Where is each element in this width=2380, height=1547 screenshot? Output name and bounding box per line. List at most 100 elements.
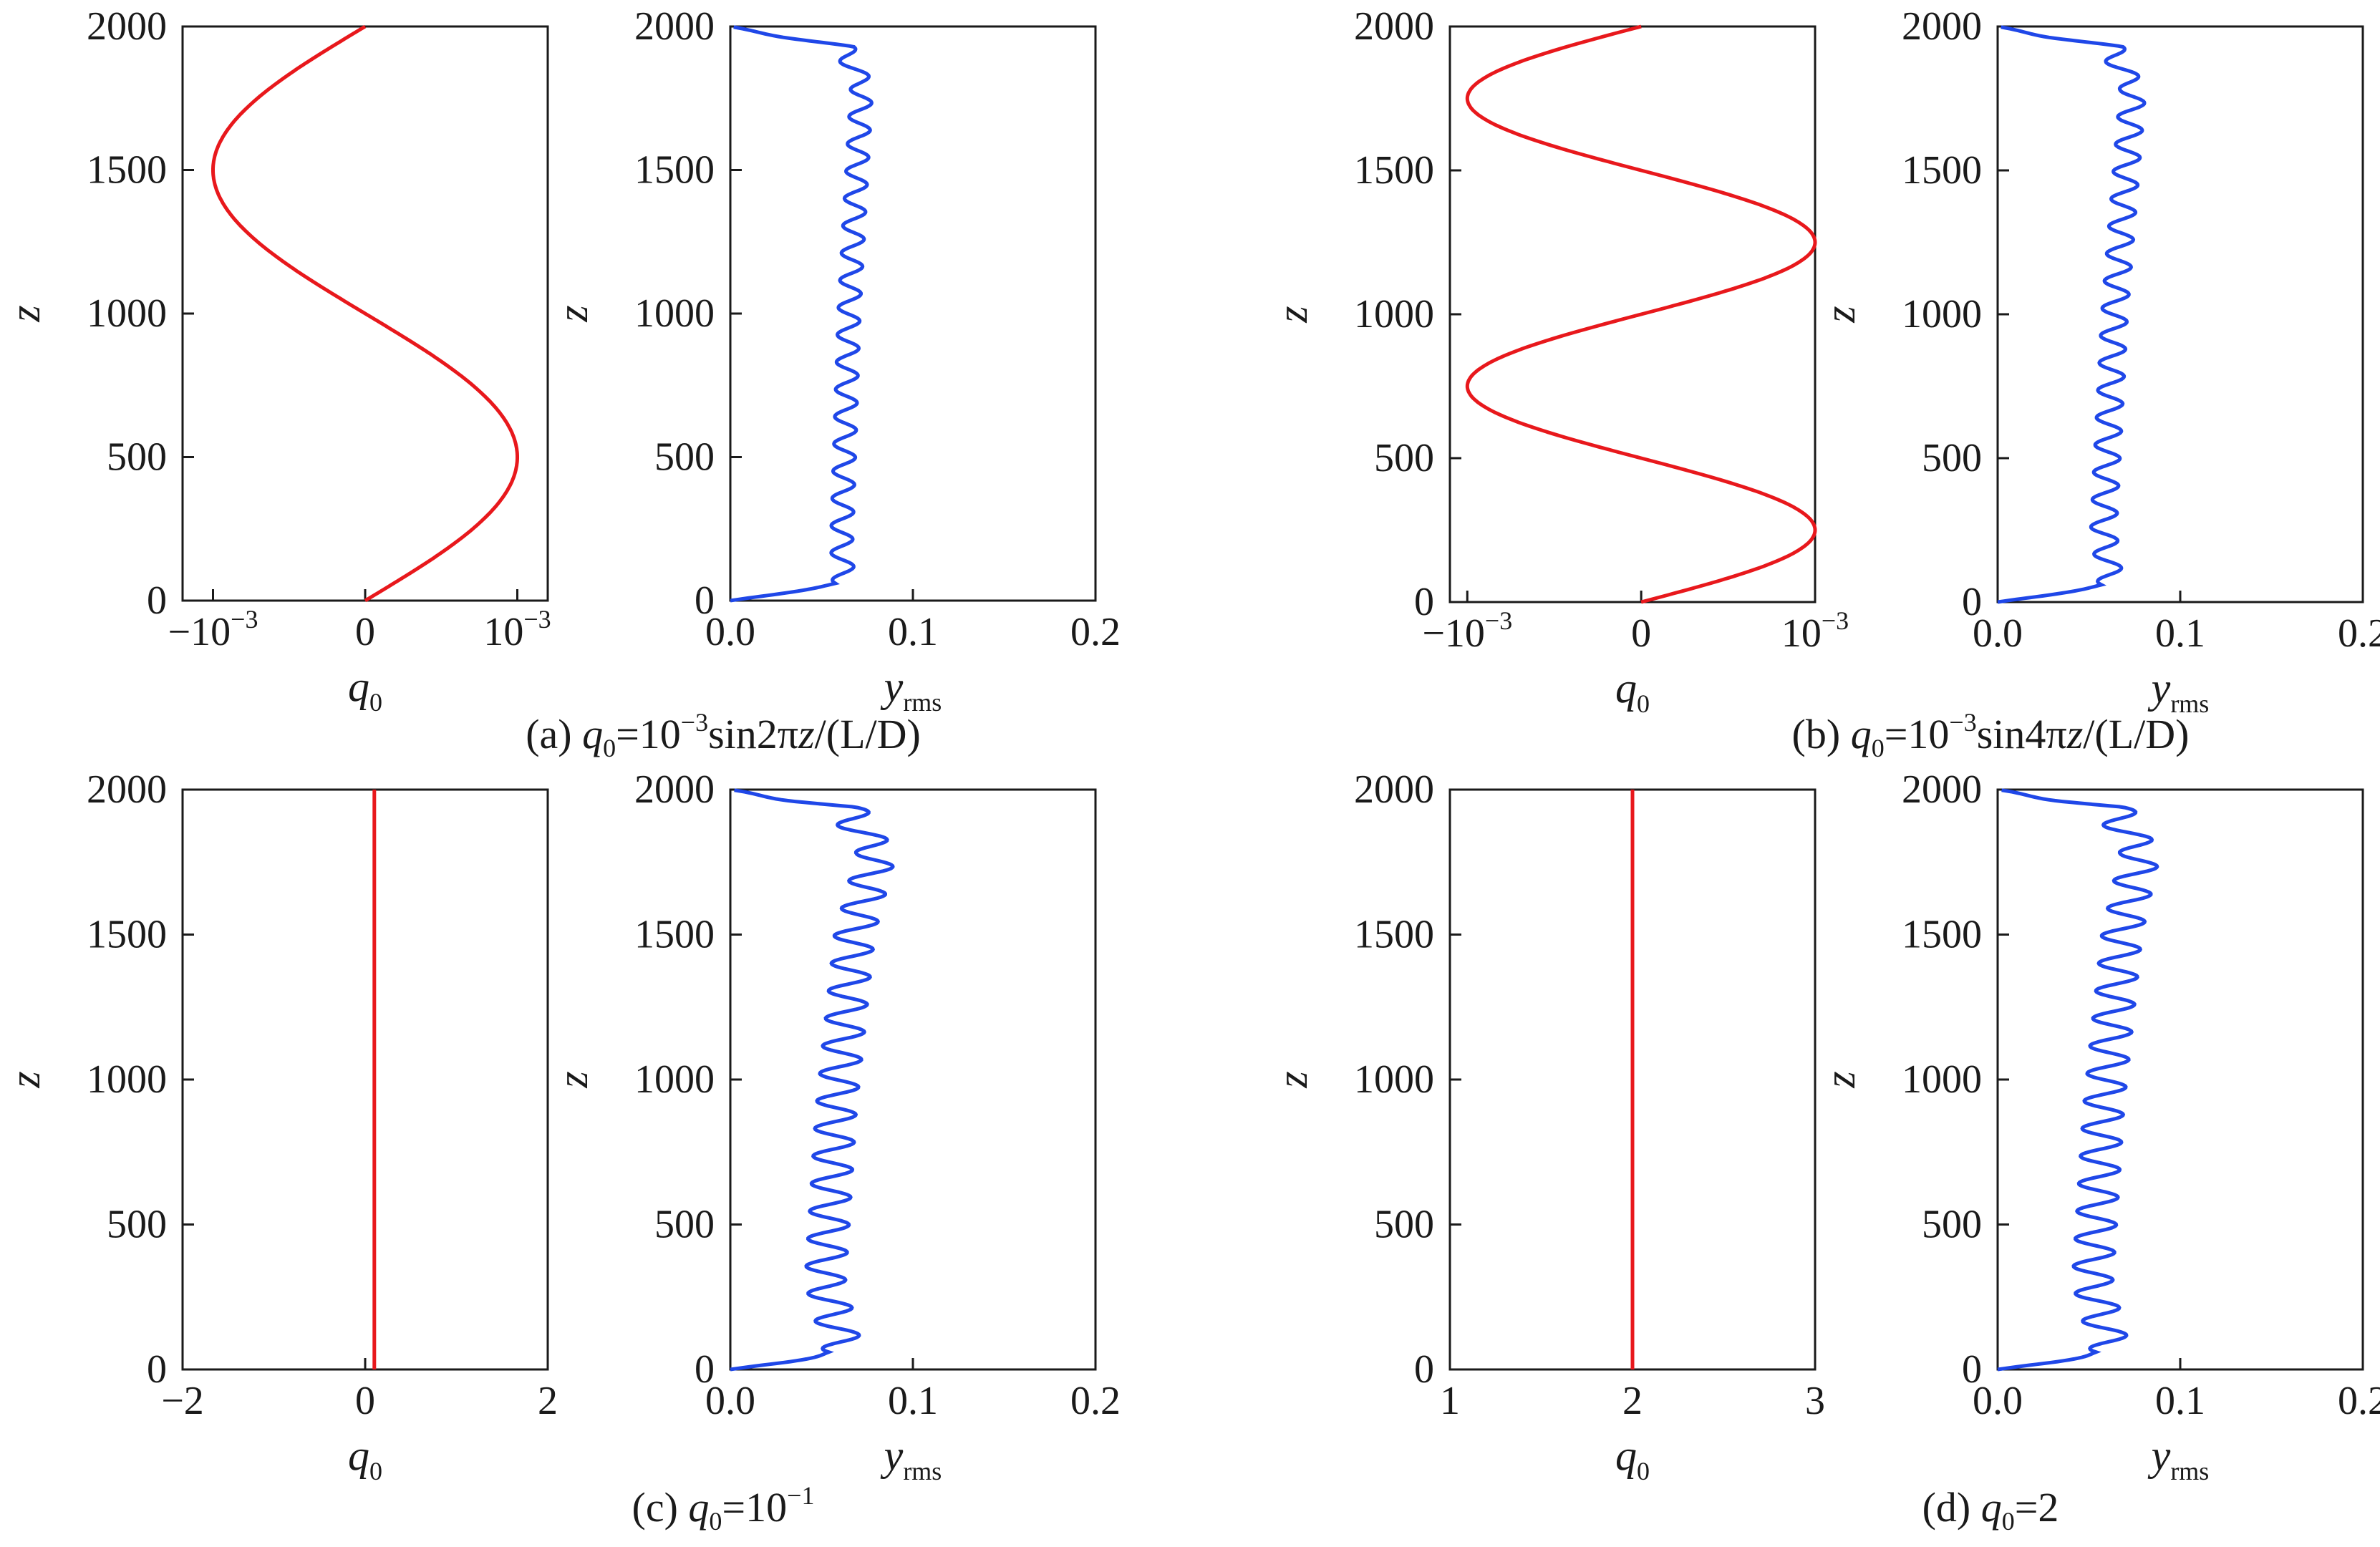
y-tick-label: 1500 — [87, 148, 167, 193]
y-tick-label: 2000 — [634, 767, 715, 812]
yrms-curve — [730, 788, 895, 1372]
plot-frame — [1996, 788, 2364, 1371]
x-axis-label: q0 — [348, 663, 382, 717]
y-axis-label: z — [549, 1071, 596, 1088]
y-tick-label: 1000 — [1902, 1057, 1982, 1102]
y-tick-label: 500 — [654, 435, 715, 480]
y-axis-label: z — [1269, 306, 1316, 323]
y-tick-label: 1000 — [634, 1057, 715, 1102]
plot-frame — [1996, 25, 2364, 603]
y-tick-label: 0 — [695, 1347, 715, 1392]
y-tick-label: 2000 — [87, 4, 167, 49]
panel-caption-c: (c) q0=10−1 — [632, 1481, 815, 1536]
yrms-curve — [1997, 788, 2159, 1372]
y-tick-label: 0 — [1962, 580, 1982, 624]
y-tick-label: 1500 — [634, 913, 715, 957]
y-axis-label: z — [1, 1071, 49, 1088]
y-tick-label: 1500 — [1354, 913, 1434, 957]
y-tick-label: 500 — [654, 1203, 715, 1247]
y-tick-label: 0 — [1962, 1347, 1982, 1392]
yrms-curve — [1997, 25, 2147, 604]
y-tick-label: 2000 — [87, 767, 167, 812]
panel-c-chart-yrms: 0 500 1000 1500 2000 0.0 0.1 0.2 z yrms — [549, 767, 1121, 1485]
q0-curve — [211, 24, 519, 603]
x-axis-label: yrms — [2147, 1432, 2210, 1485]
panel-caption-b: (b) q0=10−3sin4πz/(L/D) — [1792, 708, 2190, 762]
x-tick-label: 0.0 — [1973, 611, 2023, 656]
y-axis-label: z — [1269, 1071, 1316, 1088]
y-tick-label: 1500 — [634, 148, 715, 193]
x-tick-label: 0.1 — [2155, 1379, 2205, 1423]
x-axis-label: yrms — [880, 663, 942, 717]
plot-frame — [181, 788, 549, 1371]
x-tick-label: −2 — [161, 1379, 204, 1423]
x-tick-label: 1 — [1440, 1379, 1460, 1423]
x-tick-label: 2 — [1622, 1379, 1643, 1423]
x-tick-label: 0.1 — [888, 1379, 938, 1423]
y-tick-label: 1000 — [1354, 1057, 1434, 1102]
y-tick-label: 0 — [1414, 580, 1434, 624]
y-tick-label: 0 — [695, 578, 715, 623]
panel-caption-d: (d) q0=2 — [1922, 1484, 2059, 1536]
x-tick-label: 0.2 — [2338, 611, 2380, 656]
q0-curve — [1465, 24, 1817, 604]
plot-frame — [1448, 25, 1817, 603]
x-tick-label: −10−3 — [1422, 606, 1512, 656]
plot-frame — [729, 25, 1097, 602]
x-tick-label: 0.0 — [705, 610, 755, 654]
x-tick-label: 0.2 — [2338, 1379, 2380, 1423]
panel-d-chart-yrms: 0 500 1000 1500 2000 0.0 0.1 0.2 z yrms — [1817, 767, 2380, 1485]
y-tick-label: 1000 — [1902, 292, 1982, 336]
panel-a-chart-yrms: 0 500 1000 1500 2000 0.0 0.1 0.2 z yrms — [549, 4, 1121, 717]
y-tick-label: 500 — [1922, 436, 1982, 480]
y-tick-label: 1000 — [634, 291, 715, 336]
x-tick-label: 10−3 — [1781, 606, 1849, 656]
x-axis-label: yrms — [2147, 664, 2210, 718]
y-tick-label: 0 — [147, 1347, 167, 1392]
x-tick-label: 0.1 — [888, 610, 938, 654]
x-tick-label: 0.0 — [705, 1379, 755, 1423]
x-tick-label: 0 — [1631, 611, 1651, 656]
y-tick-label: 1000 — [87, 1057, 167, 1102]
x-axis-label: q0 — [1615, 664, 1650, 718]
x-tick-label: 0.0 — [1973, 1379, 2023, 1423]
x-axis-label: q0 — [1615, 1432, 1650, 1485]
yrms-curve — [730, 25, 874, 603]
y-axis-label: z — [1, 305, 49, 322]
y-tick-label: 1500 — [1902, 148, 1982, 193]
y-tick-label: 2000 — [1902, 767, 1982, 812]
y-axis-label: z — [549, 305, 596, 322]
y-tick-label: 1000 — [87, 291, 167, 336]
y-tick-label: 1500 — [1354, 148, 1434, 193]
y-tick-label: 1000 — [1354, 292, 1434, 336]
x-tick-label: 10−3 — [483, 605, 551, 654]
x-tick-label: 0 — [355, 610, 375, 654]
x-tick-label: 0.2 — [1070, 610, 1121, 654]
x-tick-label: 0 — [355, 1379, 375, 1423]
y-tick-label: 500 — [1374, 436, 1434, 480]
x-tick-label: 2 — [538, 1379, 558, 1423]
x-axis-label: q0 — [348, 1432, 382, 1485]
y-tick-label: 500 — [1374, 1203, 1434, 1247]
y-tick-label: 1500 — [1902, 913, 1982, 957]
y-tick-label: 0 — [1414, 1347, 1434, 1392]
x-tick-label: 0.1 — [2155, 611, 2205, 656]
y-tick-label: 2000 — [1354, 767, 1434, 812]
y-tick-label: 500 — [107, 1203, 167, 1247]
y-axis-label: z — [1817, 1071, 1864, 1088]
y-tick-label: 2000 — [1354, 4, 1434, 49]
y-tick-label: 0 — [147, 578, 167, 623]
y-tick-label: 500 — [107, 435, 167, 480]
y-tick-label: 2000 — [634, 4, 715, 49]
x-axis-label: yrms — [880, 1432, 942, 1485]
y-tick-label: 2000 — [1902, 4, 1982, 49]
y-tick-label: 500 — [1922, 1203, 1982, 1247]
y-axis-label: z — [1817, 306, 1864, 323]
x-tick-label: −10−3 — [168, 605, 258, 654]
panel-caption-a: (a) q0=10−3sin2πz/(L/D) — [526, 708, 921, 762]
plot-frame — [729, 788, 1097, 1371]
